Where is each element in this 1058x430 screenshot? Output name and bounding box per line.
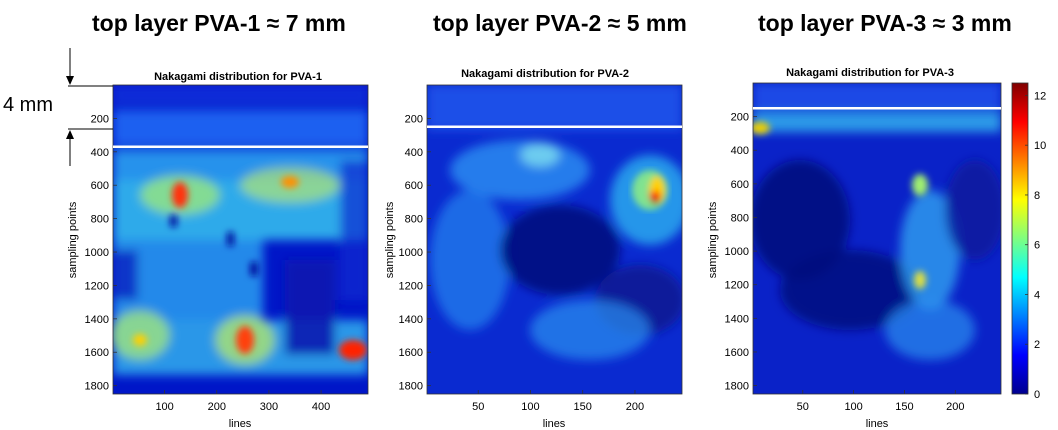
panel-3-ytick-label: 1200	[725, 280, 749, 292]
panel-3-ytick-label: 600	[731, 179, 749, 191]
panel-2-heatmap	[427, 85, 682, 394]
panel-1-ylabel: sampling points	[67, 201, 79, 278]
panel-2-ytick-label: 400	[405, 147, 423, 159]
colorbar-tick-label: 6	[1034, 240, 1040, 252]
panel-2-xtick-label: 150	[574, 401, 592, 413]
panel-3-ytick-label: 800	[731, 212, 749, 224]
panel-3-ytick-label: 1000	[725, 246, 749, 258]
heading-pva-1: top layer PVA-1 ≈ 7 mm	[92, 10, 346, 36]
panel-1-frame	[112, 84, 369, 395]
heading-pva-3: top layer PVA-3 ≈ 3 mm	[758, 10, 1012, 36]
panel-3-title: Nakagami distribution for PVA-3	[786, 67, 954, 79]
panel-3-ytick-label: 1400	[725, 313, 749, 325]
panel-3-xtick-label: 200	[946, 401, 964, 413]
panel-1-ytick-label: 800	[91, 214, 109, 226]
panel-2-xtick-label: 50	[472, 401, 484, 413]
panel-3-ytick-label: 1600	[725, 347, 749, 359]
panel-2-xtick-label: 100	[521, 401, 539, 413]
panel-1-ytick-label: 1200	[85, 280, 109, 292]
panel-3-xtick-label: 50	[797, 401, 809, 413]
panel-1-ytick-label: 1800	[85, 381, 109, 393]
arrow-down-icon	[66, 76, 74, 85]
panel-1-xlabel: lines	[229, 418, 252, 430]
panel-1-ytick-label: 200	[91, 113, 109, 125]
panel-3-frame	[752, 82, 1002, 395]
panel-3-ytick-label: 200	[731, 112, 749, 124]
panel-2-ytick-label: 1200	[399, 280, 423, 292]
panel-2-ylabel: sampling points	[384, 201, 396, 278]
panel-1-xtick-label: 400	[312, 401, 330, 413]
panel-1-ytick-label: 1000	[85, 247, 109, 259]
panel-2-title: Nakagami distribution for PVA-2	[461, 68, 629, 80]
panel-1-title: Nakagami distribution for PVA-1	[154, 71, 322, 83]
arrow-up-icon	[66, 130, 74, 139]
colorbar-tick-label: 0	[1034, 389, 1040, 401]
panel-1-ytick-label: 1600	[85, 347, 109, 359]
panel-1-xtick-label: 100	[155, 401, 173, 413]
thickness-annotation	[66, 48, 113, 166]
panel-2-ytick-label: 800	[405, 214, 423, 226]
panel-2-ytick-label: 1600	[399, 347, 423, 359]
panel-2-ytick-label: 1800	[399, 381, 423, 393]
panel-3-xtick-label: 100	[844, 401, 862, 413]
panel-2-xtick-label: 200	[626, 401, 644, 413]
thickness-annotation-label: 4 mm	[3, 94, 53, 116]
panel-2-ytick-label: 200	[405, 113, 423, 125]
colorbar-tick-label: 8	[1034, 190, 1040, 202]
panel-3-xtick-label: 150	[895, 401, 913, 413]
panel-2-ytick-label: 600	[405, 180, 423, 192]
panel-2-ytick-label: 1000	[399, 247, 423, 259]
panel-3-ytick-label: 400	[731, 145, 749, 157]
panel-3-xlabel: lines	[866, 418, 889, 430]
panel-1-heatmap	[113, 85, 368, 394]
panel-2-ytick-label: 1400	[399, 314, 423, 326]
colorbar-tick-label: 12	[1034, 90, 1046, 102]
colorbar-tick-label: 2	[1034, 339, 1040, 351]
panel-2-xlabel: lines	[543, 418, 566, 430]
panel-3-ytick-label: 1800	[725, 381, 749, 393]
panel-1-ytick-label: 600	[91, 180, 109, 192]
colorbar-tick-label: 10	[1034, 140, 1046, 152]
panel-1-xtick-label: 200	[208, 401, 226, 413]
panel-3-heatmap	[753, 83, 1001, 394]
heading-pva-2: top layer PVA-2 ≈ 5 mm	[433, 10, 687, 36]
colorbar	[1011, 82, 1029, 395]
panel-3-ylabel: sampling points	[707, 201, 719, 278]
colorbar-tick-label: 4	[1034, 289, 1040, 301]
panel-2-frame	[426, 84, 683, 395]
panel-1-ytick-label: 400	[91, 147, 109, 159]
panel-1-xtick-label: 300	[260, 401, 278, 413]
panel-1-ytick-label: 1400	[85, 314, 109, 326]
